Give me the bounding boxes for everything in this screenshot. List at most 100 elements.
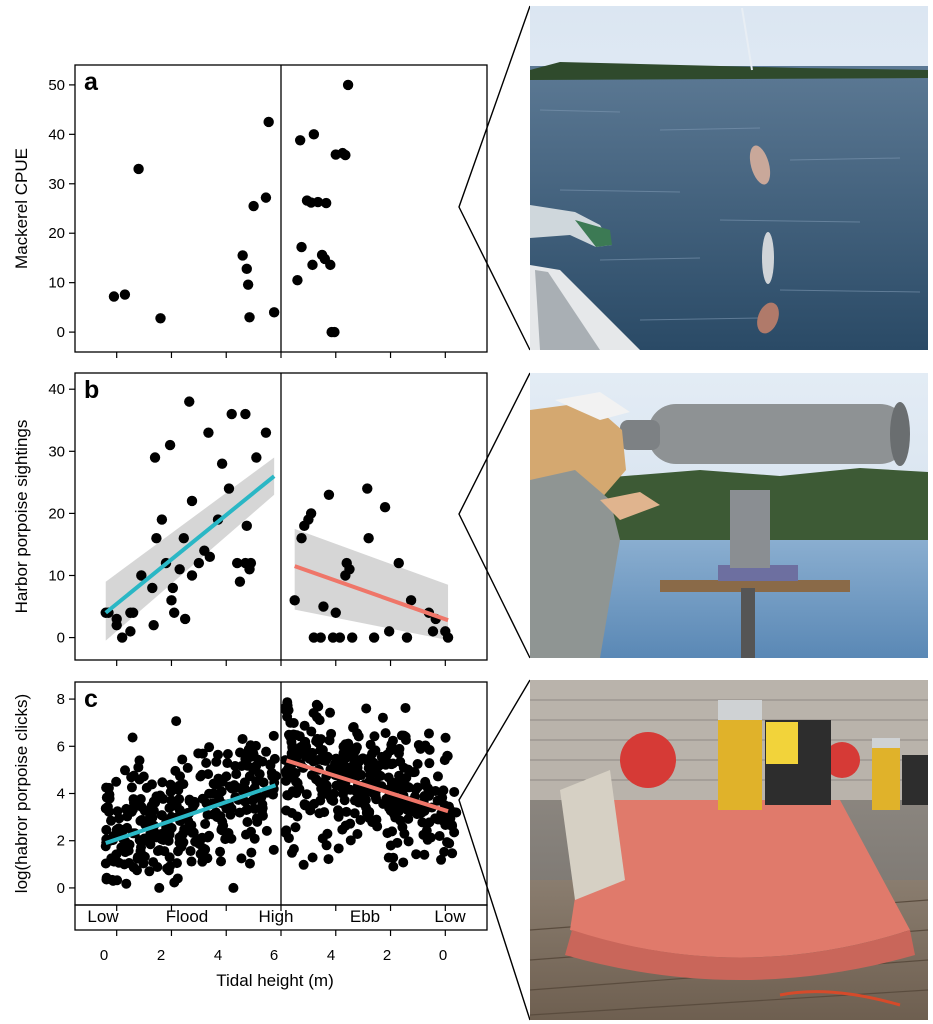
data-point	[420, 740, 431, 751]
x-tick-label: 2	[157, 947, 165, 964]
fit-line-flood	[105, 783, 277, 845]
data-point	[195, 848, 206, 859]
data-point	[437, 811, 448, 822]
data-point	[314, 777, 325, 788]
confidence-band-ebb	[294, 528, 449, 641]
data-point	[286, 748, 297, 759]
panel-label-c: c	[84, 685, 98, 713]
data-point	[139, 805, 150, 816]
data-point	[193, 748, 204, 759]
data-point	[152, 846, 163, 857]
data-point	[268, 307, 280, 318]
data-point	[126, 772, 137, 783]
mackerel-catch-photo	[530, 6, 928, 350]
data-point	[246, 847, 257, 858]
data-point	[268, 844, 279, 855]
data-point	[244, 858, 255, 869]
data-point	[204, 551, 215, 563]
data-point	[147, 582, 158, 594]
data-point	[382, 828, 393, 839]
data-point	[349, 795, 360, 806]
data-point	[240, 408, 251, 420]
acoustic-mooring-photo	[529, 680, 929, 1020]
data-point	[216, 824, 227, 835]
data-point	[449, 786, 460, 797]
data-point	[149, 452, 161, 463]
data-point	[104, 793, 115, 804]
data-point	[412, 759, 423, 770]
data-point	[345, 818, 356, 829]
data-point	[325, 707, 336, 718]
data-point	[241, 829, 252, 840]
data-point	[337, 783, 348, 794]
data-point	[164, 439, 176, 451]
data-point	[323, 489, 335, 500]
data-point	[397, 822, 408, 833]
data-point	[175, 771, 186, 782]
data-point	[236, 853, 247, 864]
data-point	[190, 836, 201, 847]
data-point	[292, 274, 303, 286]
data-point	[349, 808, 360, 819]
data-point	[306, 726, 317, 737]
data-point	[419, 790, 430, 801]
data-point	[244, 312, 255, 323]
data-point	[308, 129, 320, 140]
data-point	[305, 508, 317, 519]
data-point	[307, 259, 318, 271]
data-point	[260, 427, 272, 438]
data-point	[380, 728, 391, 739]
data-point	[134, 755, 145, 766]
data-point	[251, 452, 262, 463]
phase-label-ebb: Ebb	[350, 907, 380, 926]
data-point	[352, 829, 363, 840]
data-point	[351, 771, 362, 782]
data-point	[379, 501, 391, 513]
data-point	[108, 875, 119, 886]
data-point	[186, 856, 197, 867]
data-point	[390, 812, 401, 823]
data-point	[138, 771, 149, 782]
y-axis-label: Mackerel CPUE	[12, 148, 31, 269]
data-point	[228, 882, 239, 893]
panel-a: 0 10 20 30 40 50 a Mackerel CPUE	[12, 64, 488, 358]
data-point	[223, 483, 235, 494]
data-point	[235, 747, 246, 758]
y-tick-label: 40	[48, 381, 65, 398]
data-point	[177, 754, 188, 765]
data-point	[440, 732, 451, 743]
data-point	[231, 557, 243, 569]
data-point	[237, 250, 248, 261]
data-point	[296, 533, 307, 544]
data-point	[352, 728, 363, 739]
data-point	[200, 818, 211, 829]
data-point	[106, 815, 117, 826]
data-point	[401, 632, 413, 643]
data-point	[135, 846, 146, 857]
data-point	[417, 817, 428, 828]
data-point	[242, 750, 253, 761]
data-point	[165, 787, 176, 798]
data-point	[237, 733, 248, 744]
data-point	[439, 846, 450, 857]
data-point	[107, 853, 118, 864]
data-point	[289, 595, 300, 606]
data-point	[419, 780, 430, 791]
data-point	[234, 576, 246, 587]
data-point	[338, 741, 349, 752]
data-point	[150, 828, 161, 839]
data-point	[391, 798, 402, 809]
data-point	[287, 787, 298, 798]
x-tick-label: 2	[383, 947, 391, 964]
data-point	[260, 192, 272, 203]
data-point	[169, 607, 180, 618]
data-point	[226, 408, 237, 420]
data-point	[405, 595, 417, 606]
data-point	[127, 732, 138, 743]
data-point	[351, 742, 362, 753]
data-point	[155, 790, 166, 801]
data-point	[120, 765, 131, 776]
data-point	[174, 794, 185, 805]
data-point	[436, 854, 447, 865]
